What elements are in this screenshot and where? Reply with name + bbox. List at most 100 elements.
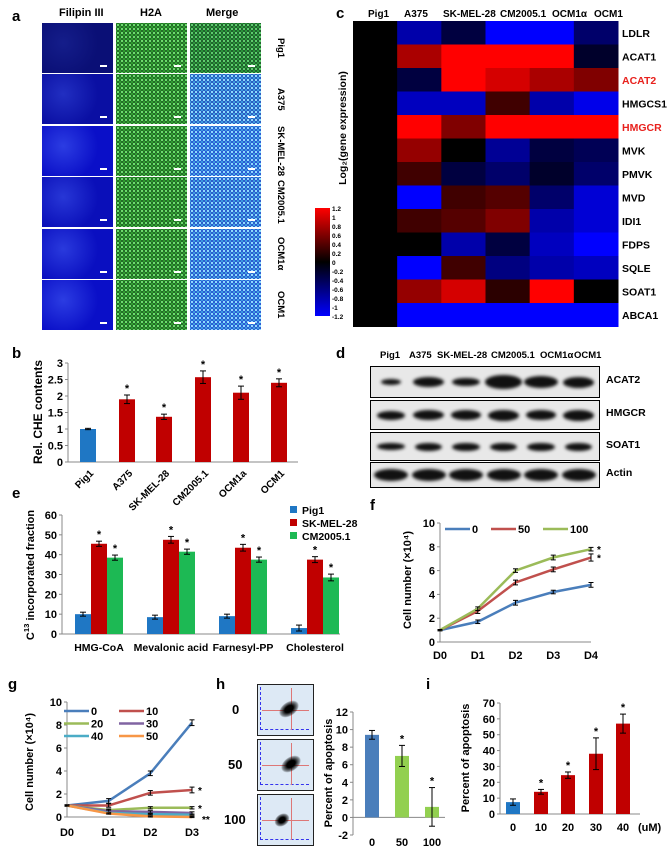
y-axis-label: Cell number (×10⁴)	[24, 713, 36, 811]
filipin-image	[42, 23, 113, 73]
x-tick-label: D0	[60, 827, 74, 839]
panel-label-e: e	[12, 485, 21, 502]
heatmap-cell	[529, 185, 575, 210]
band	[561, 469, 596, 481]
y-axis-label: Percent of apoptosis	[323, 719, 335, 828]
x-tick-label: 0	[369, 837, 375, 849]
significance-marker: **	[202, 815, 210, 826]
significance-marker: *	[430, 776, 435, 788]
blot-label-hmgcr: HMGCR	[606, 407, 646, 419]
heatmap-cell	[353, 162, 398, 186]
row-label-ocm1α: OCM1α	[275, 237, 286, 271]
y-label-part: incorporated fraction	[25, 510, 37, 624]
bar	[156, 416, 172, 462]
filipin-image	[42, 280, 113, 330]
bar-pig1	[219, 616, 235, 634]
heatmap-column-label: OCM1α	[552, 9, 588, 20]
heatmap-cell	[441, 185, 486, 210]
heatmap-cell	[397, 256, 442, 280]
significance-marker: *	[400, 733, 405, 745]
heatmap-cell	[353, 115, 398, 139]
merge-image	[190, 229, 261, 279]
heatmap-cell	[573, 209, 619, 233]
heatmap-cell	[397, 115, 442, 139]
legend-swatch	[290, 519, 297, 526]
colorbar-tick-label: 1	[332, 215, 336, 222]
x-tick-label: Farnesyl-PP	[213, 642, 274, 654]
heatmap-cell	[397, 68, 442, 92]
heatmap-column-label: SK-MEL-28	[443, 9, 496, 20]
x-tick-label: HMG-CoA	[74, 642, 124, 654]
bar-sk-mel-28	[163, 539, 179, 634]
heatmap-cell	[573, 44, 619, 69]
heatmap-cell	[485, 115, 531, 139]
significance-marker: *	[539, 777, 544, 789]
heatmap-cell	[441, 91, 486, 116]
scale-bar	[248, 271, 255, 273]
heatmap-cell	[397, 91, 442, 116]
panel-label-g: g	[8, 676, 18, 693]
bar-sk-mel-28	[91, 543, 107, 634]
scale-bar	[174, 116, 181, 118]
significance-marker: *	[594, 726, 599, 738]
blot-acat2	[370, 366, 600, 398]
colorbar-tick-label: -1.2	[332, 314, 344, 321]
bar-sk-mel-28	[235, 547, 251, 634]
legend-label: 30	[146, 719, 158, 731]
band	[486, 469, 521, 481]
flow-plot	[257, 684, 314, 736]
heatmap-cell	[529, 303, 575, 327]
heatmap-cell	[529, 91, 575, 116]
band	[524, 469, 558, 481]
heatmap-cell	[529, 44, 575, 69]
scale-bar	[174, 65, 181, 67]
series-line-10	[67, 788, 193, 807]
band	[377, 410, 405, 420]
colorbar-tick-label: 0.4	[332, 242, 341, 249]
panel-label-f: f	[370, 497, 375, 514]
band	[489, 442, 518, 451]
x-tick-label: 100	[423, 837, 441, 849]
panel-label-h: h	[216, 676, 226, 693]
x-tick-label: 20	[562, 822, 574, 834]
x-tick-label: D2	[508, 650, 522, 662]
significance-marker: *	[198, 786, 202, 797]
heatmap-cell	[485, 303, 531, 327]
h2a-image	[116, 74, 187, 124]
heatmap-row-label: SQLE	[622, 263, 651, 275]
legend-label: 0	[91, 706, 97, 718]
heatmap-cell	[441, 209, 486, 233]
significance-marker: *	[198, 804, 202, 815]
heatmap-column-label: CM2005.1	[500, 9, 547, 20]
heatmap-cell	[353, 185, 398, 210]
heatmap-row-label: PMVK	[622, 169, 653, 181]
legend-label: 20	[91, 719, 103, 731]
y-tick-label: 6	[56, 743, 62, 755]
row-label-ocm1: OCM1	[275, 291, 286, 319]
y-tick-label: -2	[338, 830, 348, 842]
heatmap-cell	[397, 303, 442, 327]
y-tick-label: 0	[429, 637, 435, 649]
y-tick-label: 10	[336, 725, 348, 737]
heatmap-cell	[485, 209, 531, 233]
significance-marker: *	[201, 359, 206, 371]
significance-marker: *	[125, 383, 130, 395]
heatmap-cell	[573, 115, 619, 139]
x-tick-label: Cholesterol	[286, 642, 344, 654]
band	[488, 409, 519, 421]
legend-label: 10	[146, 706, 158, 718]
merge-image	[190, 23, 261, 73]
legend-swatch	[290, 506, 297, 513]
heatmap-column-label: OCM1	[594, 9, 623, 20]
bar-pig1	[147, 617, 163, 634]
colorbar-tick-label: 0	[332, 260, 336, 267]
y-tick-label: 4	[56, 766, 63, 778]
band	[563, 409, 594, 421]
row-label-cm2005.1: CM2005.1	[275, 180, 286, 224]
bar-cm2005.1	[179, 551, 195, 634]
heatmap-cell	[353, 303, 398, 327]
significance-marker: *	[313, 545, 318, 557]
heatmap-cell	[529, 162, 575, 186]
band	[380, 379, 402, 385]
